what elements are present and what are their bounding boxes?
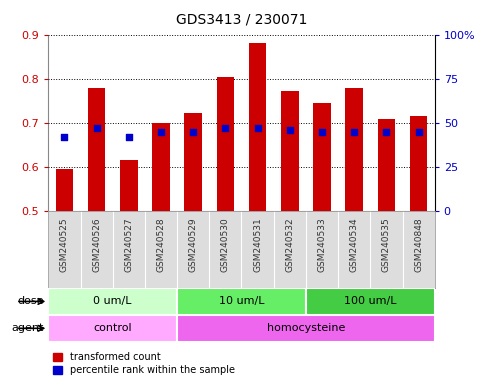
Bar: [120, 161, 138, 211]
Bar: [306, 288, 435, 315]
Text: GSM240533: GSM240533: [317, 217, 327, 272]
Bar: [249, 43, 267, 211]
Point: [60, 134, 68, 140]
Text: GSM240535: GSM240535: [382, 217, 391, 272]
Point: [383, 129, 390, 135]
Point: [254, 125, 261, 131]
Text: GSM240525: GSM240525: [60, 217, 69, 272]
Text: GSM240848: GSM240848: [414, 217, 423, 272]
Bar: [216, 76, 234, 211]
Bar: [378, 119, 395, 211]
Bar: [313, 103, 331, 211]
Bar: [48, 288, 177, 315]
Text: GSM240526: GSM240526: [92, 217, 101, 272]
Point: [415, 129, 423, 135]
Text: GDS3413 / 230071: GDS3413 / 230071: [176, 13, 307, 27]
Point: [125, 134, 133, 140]
Bar: [345, 88, 363, 211]
Bar: [281, 91, 298, 211]
Text: GSM240532: GSM240532: [285, 217, 294, 272]
Point: [350, 129, 358, 135]
Text: dose: dose: [17, 296, 43, 306]
Bar: [56, 169, 73, 211]
Bar: [88, 88, 105, 211]
Bar: [48, 315, 177, 342]
Text: GSM240531: GSM240531: [253, 217, 262, 272]
Point: [286, 127, 294, 133]
Text: control: control: [93, 323, 132, 333]
Text: GSM240527: GSM240527: [124, 217, 133, 272]
Text: GSM240529: GSM240529: [189, 217, 198, 272]
Legend: transformed count, percentile rank within the sample: transformed count, percentile rank withi…: [53, 353, 235, 375]
Text: 100 um/L: 100 um/L: [344, 296, 397, 306]
Text: homocysteine: homocysteine: [267, 323, 345, 333]
Bar: [185, 113, 202, 211]
Text: GSM240528: GSM240528: [156, 217, 166, 272]
Bar: [177, 288, 306, 315]
Bar: [152, 123, 170, 211]
Text: agent: agent: [11, 323, 43, 333]
Point: [93, 125, 100, 131]
Point: [318, 129, 326, 135]
Text: GSM240530: GSM240530: [221, 217, 230, 272]
Bar: [410, 116, 427, 211]
Point: [157, 129, 165, 135]
Point: [189, 129, 197, 135]
Text: 10 um/L: 10 um/L: [219, 296, 264, 306]
Point: [222, 125, 229, 131]
Bar: [177, 315, 435, 342]
Text: 0 um/L: 0 um/L: [93, 296, 132, 306]
Text: GSM240534: GSM240534: [350, 217, 359, 272]
